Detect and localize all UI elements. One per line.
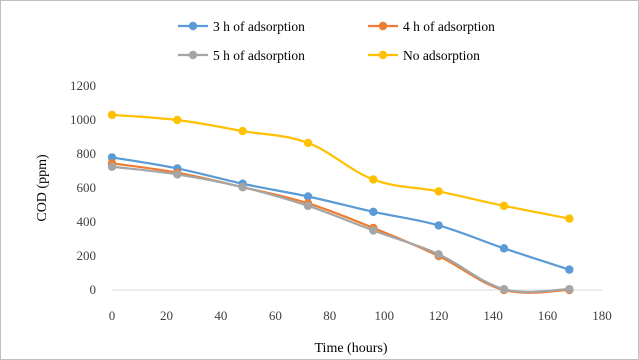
x-tick-label: 60 (269, 308, 282, 323)
x-tick-label: 0 (109, 308, 116, 323)
data-point (173, 115, 182, 125)
data-point (369, 226, 378, 235)
legend-swatch-marker (188, 21, 198, 31)
legend-item: 5 h of adsorption (178, 48, 305, 63)
x-axis-title: Time (hours) (315, 341, 388, 356)
data-point (565, 284, 574, 294)
x-tick-label: 180 (592, 308, 612, 323)
data-point (499, 284, 509, 294)
y-tick-labels: 0 200 400 600 800 1000 1200 (70, 78, 96, 297)
data-point (434, 187, 443, 196)
x-tick-label: 100 (374, 308, 394, 323)
x-tick-label: 120 (429, 308, 449, 323)
legend: 3 h of adsorption 4 h of adsorption 5 h of… (178, 19, 495, 63)
legend-label: No adsorption (403, 48, 480, 63)
y-tick-label: 600 (77, 180, 97, 195)
legend-item: 4 h of adsorption (368, 19, 495, 34)
legend-item: No adsorption (368, 48, 480, 63)
data-point (369, 207, 378, 216)
data-point (238, 182, 247, 192)
legend-label: 3 h of adsorption (213, 19, 305, 34)
data-point (238, 126, 247, 136)
legend-swatch-marker (378, 50, 388, 60)
legend-item: 3 h of adsorption (178, 19, 305, 34)
y-tick-label: 800 (77, 146, 97, 161)
data-point (173, 170, 182, 179)
data-point (303, 201, 313, 211)
data-point (107, 153, 117, 162)
series-line (111, 162, 570, 294)
series-line (111, 113, 570, 220)
y-tick-label: 400 (77, 214, 97, 229)
data-point (499, 201, 509, 211)
legend-label: 5 h of adsorption (213, 48, 305, 63)
legend-swatch-marker (378, 21, 388, 31)
x-tick-label: 160 (538, 308, 558, 323)
x-tick-label: 20 (160, 308, 173, 323)
x-tick-label: 140 (483, 308, 503, 323)
data-point (369, 175, 378, 184)
y-tick-label: 200 (77, 248, 97, 263)
series-4 (107, 110, 574, 223)
data-point (303, 138, 313, 148)
data-point (303, 192, 313, 201)
x-tick-label: 80 (323, 308, 336, 323)
data-point (434, 221, 443, 230)
series-3 (107, 162, 574, 294)
data-point (107, 110, 117, 120)
y-axis-title: COD (ppm) (35, 154, 50, 222)
x-tick-labels: 0 20 40 60 80 100 120 140 160 180 (109, 308, 612, 323)
series-layer (107, 110, 574, 295)
data-point (565, 214, 574, 223)
legend-label: 4 h of adsorption (403, 19, 495, 34)
data-point (565, 265, 574, 274)
x-tick-label: 40 (214, 308, 227, 323)
data-point (499, 244, 509, 253)
data-point (107, 162, 117, 171)
series-line (111, 165, 570, 294)
y-tick-label: 1000 (70, 112, 96, 127)
y-tick-label: 0 (90, 282, 97, 297)
series-2 (107, 159, 574, 295)
legend-swatch-marker (188, 50, 198, 60)
y-tick-label: 1200 (70, 78, 96, 93)
data-point (434, 250, 443, 259)
series-line (111, 156, 570, 271)
